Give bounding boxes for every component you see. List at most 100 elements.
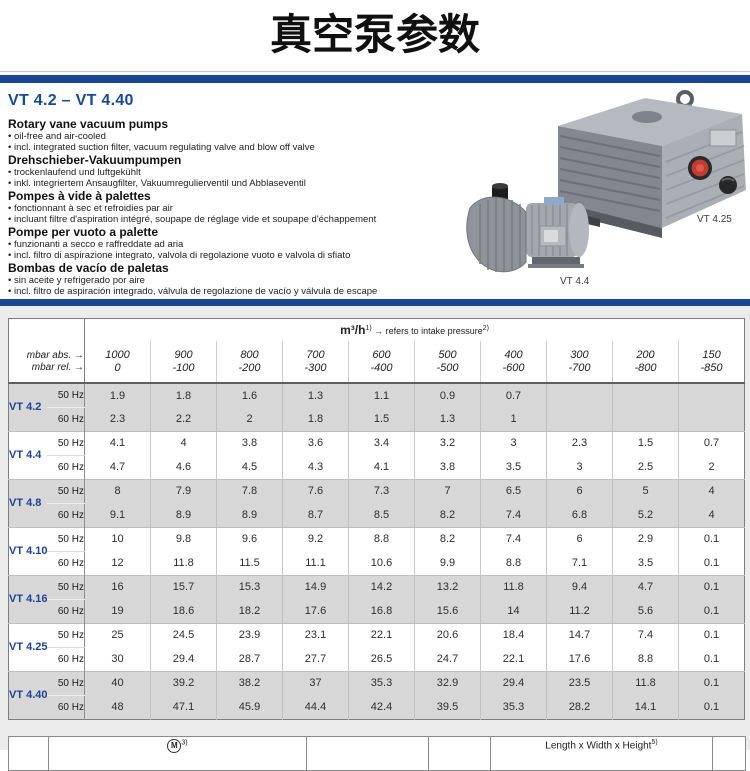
lang-title: Bombas de vacío de paletas <box>8 261 169 275</box>
flow-value-cell <box>677 407 745 431</box>
pressure-abs-header: 200 <box>612 341 679 362</box>
flow-value-cell: 11.8 <box>480 574 547 599</box>
pressure-rel-header: 0 <box>84 362 151 384</box>
foot-cell-empty-2 <box>306 736 429 771</box>
flow-value-cell: 4 <box>677 503 745 527</box>
lang-title: Pompe per vuoto a palette <box>8 225 159 239</box>
flow-value-cell: 35.3 <box>480 695 547 719</box>
flow-value-cell: 9.6 <box>216 526 283 551</box>
flow-value-cell: 2 <box>677 455 745 479</box>
lang-bullet: incl. integrated suction filter, vacuum … <box>8 142 458 153</box>
flow-value-cell <box>612 407 679 431</box>
flow-value-cell: 4.1 <box>84 430 151 455</box>
flow-value-cell: 35.3 <box>348 670 415 695</box>
pressure-rel-header: -200 <box>216 362 283 384</box>
flow-value-cell: 39.2 <box>150 670 217 695</box>
flow-value-cell: 47.1 <box>150 695 217 719</box>
flow-value-cell: 16 <box>84 574 151 599</box>
flow-value-cell: 11.5 <box>216 551 283 575</box>
flow-value-cell: 13.2 <box>414 574 481 599</box>
flow-value-cell: 14.7 <box>546 622 613 647</box>
flow-value-cell <box>546 383 613 407</box>
flow-value-cell: 1.8 <box>150 383 217 407</box>
flow-value-cell: 3.6 <box>282 430 349 455</box>
flow-value-cell <box>677 383 745 407</box>
flow-value-cell: 8 <box>84 478 151 503</box>
flow-value-cell: 7.8 <box>216 478 283 503</box>
flow-value-cell: 8.8 <box>348 526 415 551</box>
table-corner-cell <box>9 319 85 342</box>
lang-block-english: Rotary vane vacuum pumps oil-free and ai… <box>8 118 458 154</box>
flow-value-cell: 30 <box>111 652 124 665</box>
flow-value-cell: 18.2 <box>216 599 283 623</box>
flow-value-cell: 1 <box>480 407 547 431</box>
frequency-label: 60 Hz <box>46 407 85 431</box>
flow-value-cell: 4.1 <box>348 455 415 479</box>
lang-block-spanish: Bombas de vacío de paletas sin aceite y … <box>8 261 458 298</box>
pressure-rel-header: -600 <box>480 362 547 384</box>
lang-bullet: sin aceite y refrigerado por aire <box>8 275 458 286</box>
flow-value-cell: 3.5 <box>612 551 679 575</box>
foot-cell-empty-4 <box>712 736 746 771</box>
lang-bullet: inkl. integriertem Ansaugfilter, Vakuumr… <box>8 178 458 189</box>
flow-value-cell: 7.4 <box>480 526 547 551</box>
flow-value-cell: 3.2 <box>414 430 481 455</box>
frequency-label: 60 Hz <box>46 551 85 575</box>
flow-value-cell: 12 <box>111 556 124 569</box>
flow-value-cell: 1.9 <box>84 383 151 407</box>
flow-value-cell: 1.5 <box>612 430 679 455</box>
pump-label-vt425: VT 4.25 <box>697 214 732 225</box>
flow-unit-header: m³/h1) → refers to intake pressure2) <box>83 318 745 341</box>
flow-value-cell: 29.4 <box>480 670 547 695</box>
frequency-label: 50 Hz <box>46 478 85 504</box>
flow-value-cell: 9.1 <box>84 503 151 527</box>
flow-value-cell: 7.4 <box>480 503 547 527</box>
flow-value-cell: 2.2 <box>150 407 217 431</box>
flow-value-cell: 2.3 <box>84 407 151 431</box>
lang-title: Pompes à vide à palettes <box>8 189 151 203</box>
lang-bullet: incl. filtro di aspirazione integrato, v… <box>8 250 458 261</box>
flow-rate-table: m³/h1) → refers to intake pressure2) mbar… <box>8 318 746 720</box>
pump-vt44-illustration <box>466 183 589 273</box>
flow-value-cell: 0.9 <box>414 383 481 407</box>
flow-value-cell: 17.6 <box>282 599 349 623</box>
flow-value-cell: 23.1 <box>282 622 349 647</box>
lang-title: Drehschieber-Vakuumpumpen <box>8 153 182 167</box>
flow-value-cell: 8.9 <box>150 503 217 527</box>
frequency-label: 60 Hz <box>46 503 85 527</box>
flow-value-cell: 3.8 <box>414 455 481 479</box>
flow-value-cell: 3.8 <box>216 430 283 455</box>
pressure-rel-header: -400 <box>348 362 415 384</box>
flow-value-cell: 22.1 <box>480 647 547 671</box>
flow-value-cell: 0.7 <box>677 430 745 455</box>
pressure-abs-header: 150 <box>677 341 745 362</box>
flow-value-cell: 7.6 <box>282 478 349 503</box>
flow-value-cell: 7.1 <box>546 551 613 575</box>
flow-value-cell: 11.2 <box>546 599 613 623</box>
flow-value-cell: 28.7 <box>216 647 283 671</box>
flow-value-cell: 18.4 <box>480 622 547 647</box>
lang-bullet: incluant filtre d'aspiration intégré, so… <box>8 214 458 225</box>
flow-value-cell: 24.5 <box>150 622 217 647</box>
flow-value-cell: 1.3 <box>282 383 349 407</box>
flow-value-cell: 0.1 <box>677 670 745 695</box>
flow-value-cell: 15.3 <box>216 574 283 599</box>
accent-bar-bottom <box>0 299 750 306</box>
pump-photos-illustration <box>466 90 746 273</box>
page-title: 真空泵参数 <box>269 10 480 59</box>
flow-value-cell: 4.3 <box>282 455 349 479</box>
flow-value-cell <box>546 407 613 431</box>
flow-value-cell: 22.1 <box>348 622 415 647</box>
pressure-abs-header: 400 <box>480 341 547 362</box>
frequency-label: 60 Hz <box>46 695 85 719</box>
flow-value-cell: 24.7 <box>414 647 481 671</box>
flow-value-cell: 6.5 <box>480 478 547 503</box>
model-label: VT 4.40 <box>8 670 47 719</box>
flow-value-cell: 48 <box>84 695 151 719</box>
model-label: VT 4.16 <box>8 574 47 623</box>
frequency-label: 60 Hz <box>46 599 85 623</box>
flow-value-cell: 10 <box>84 526 151 551</box>
flow-value-cell: 8.8 <box>480 551 547 575</box>
lang-block-german: Drehschieber-Vakuumpumpen trockenlaufend… <box>8 153 458 190</box>
mbar-abs-label: mbar abs. → <box>26 350 84 361</box>
